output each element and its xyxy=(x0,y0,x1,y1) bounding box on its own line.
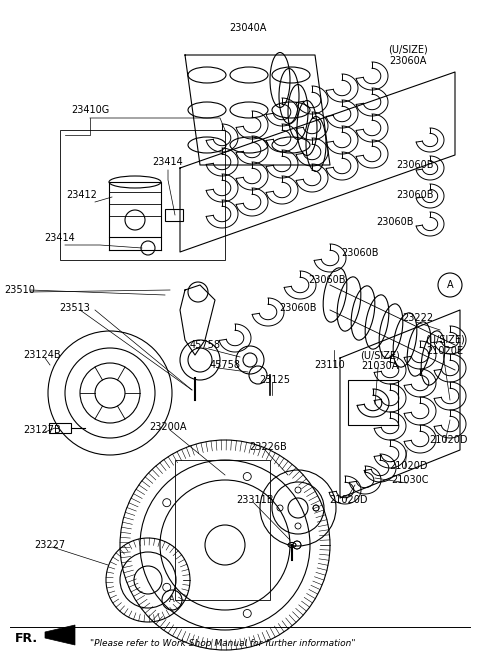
Text: 21030A: 21030A xyxy=(361,361,399,371)
Text: 23060B: 23060B xyxy=(341,248,379,258)
Text: 23125: 23125 xyxy=(260,375,290,385)
Text: 23222: 23222 xyxy=(402,313,433,323)
Text: 23060B: 23060B xyxy=(396,160,434,170)
Text: 23040A: 23040A xyxy=(229,23,267,33)
Text: 23414: 23414 xyxy=(153,157,183,167)
Text: 23311B: 23311B xyxy=(236,495,274,505)
Text: FR.: FR. xyxy=(15,632,38,644)
Text: 23110: 23110 xyxy=(314,360,346,370)
Text: (U/SIZE): (U/SIZE) xyxy=(388,45,428,55)
Text: 23060B: 23060B xyxy=(308,275,346,285)
Text: 23412: 23412 xyxy=(67,190,97,200)
Text: 23410G: 23410G xyxy=(71,105,109,115)
Text: 23127B: 23127B xyxy=(23,425,61,435)
Text: A: A xyxy=(169,596,175,604)
Text: 23414: 23414 xyxy=(45,233,75,243)
Text: 45758: 45758 xyxy=(209,360,240,370)
Bar xyxy=(109,182,161,237)
Text: 21020D: 21020D xyxy=(429,435,467,445)
Text: 23060A: 23060A xyxy=(389,56,427,66)
Text: "Please refer to Work Shop Manual for further information": "Please refer to Work Shop Manual for fu… xyxy=(90,638,356,647)
Text: 21020E: 21020E xyxy=(427,346,464,356)
Bar xyxy=(60,130,225,260)
Text: 21020D: 21020D xyxy=(389,461,427,471)
Text: 23060B: 23060B xyxy=(376,217,414,227)
Text: 23513: 23513 xyxy=(60,303,90,313)
Text: 23060B: 23060B xyxy=(279,303,317,313)
Text: 21030C: 21030C xyxy=(391,475,429,485)
Bar xyxy=(49,423,71,433)
Text: 23226B: 23226B xyxy=(249,442,287,452)
Text: 23060B: 23060B xyxy=(396,190,434,200)
Text: 23227: 23227 xyxy=(35,540,66,550)
Bar xyxy=(165,209,183,221)
Text: 23200A: 23200A xyxy=(149,422,187,432)
Text: A: A xyxy=(447,280,453,290)
Bar xyxy=(348,380,398,425)
Polygon shape xyxy=(45,625,75,645)
Text: (U/SIZE): (U/SIZE) xyxy=(425,335,465,345)
Text: (U/SIZE): (U/SIZE) xyxy=(360,350,400,360)
Bar xyxy=(175,460,270,600)
Text: 23510: 23510 xyxy=(5,285,36,295)
Text: 45758: 45758 xyxy=(190,340,220,350)
Text: 23124B: 23124B xyxy=(23,350,61,360)
Text: 21020D: 21020D xyxy=(329,495,367,505)
